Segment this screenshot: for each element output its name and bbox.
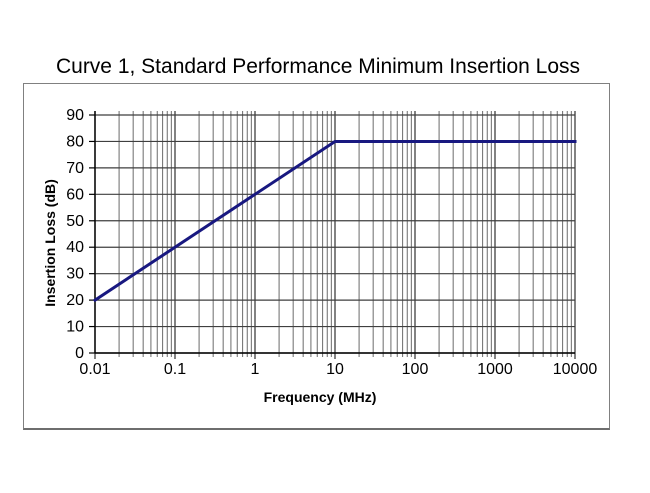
chart-title: Curve 1, Standard Performance Minimum In… [55,55,581,78]
plot-frame-border [23,83,610,430]
x-axis-label: Frequency (MHz) [263,389,377,405]
y-axis-label: Insertion Loss (dB) [42,179,58,307]
